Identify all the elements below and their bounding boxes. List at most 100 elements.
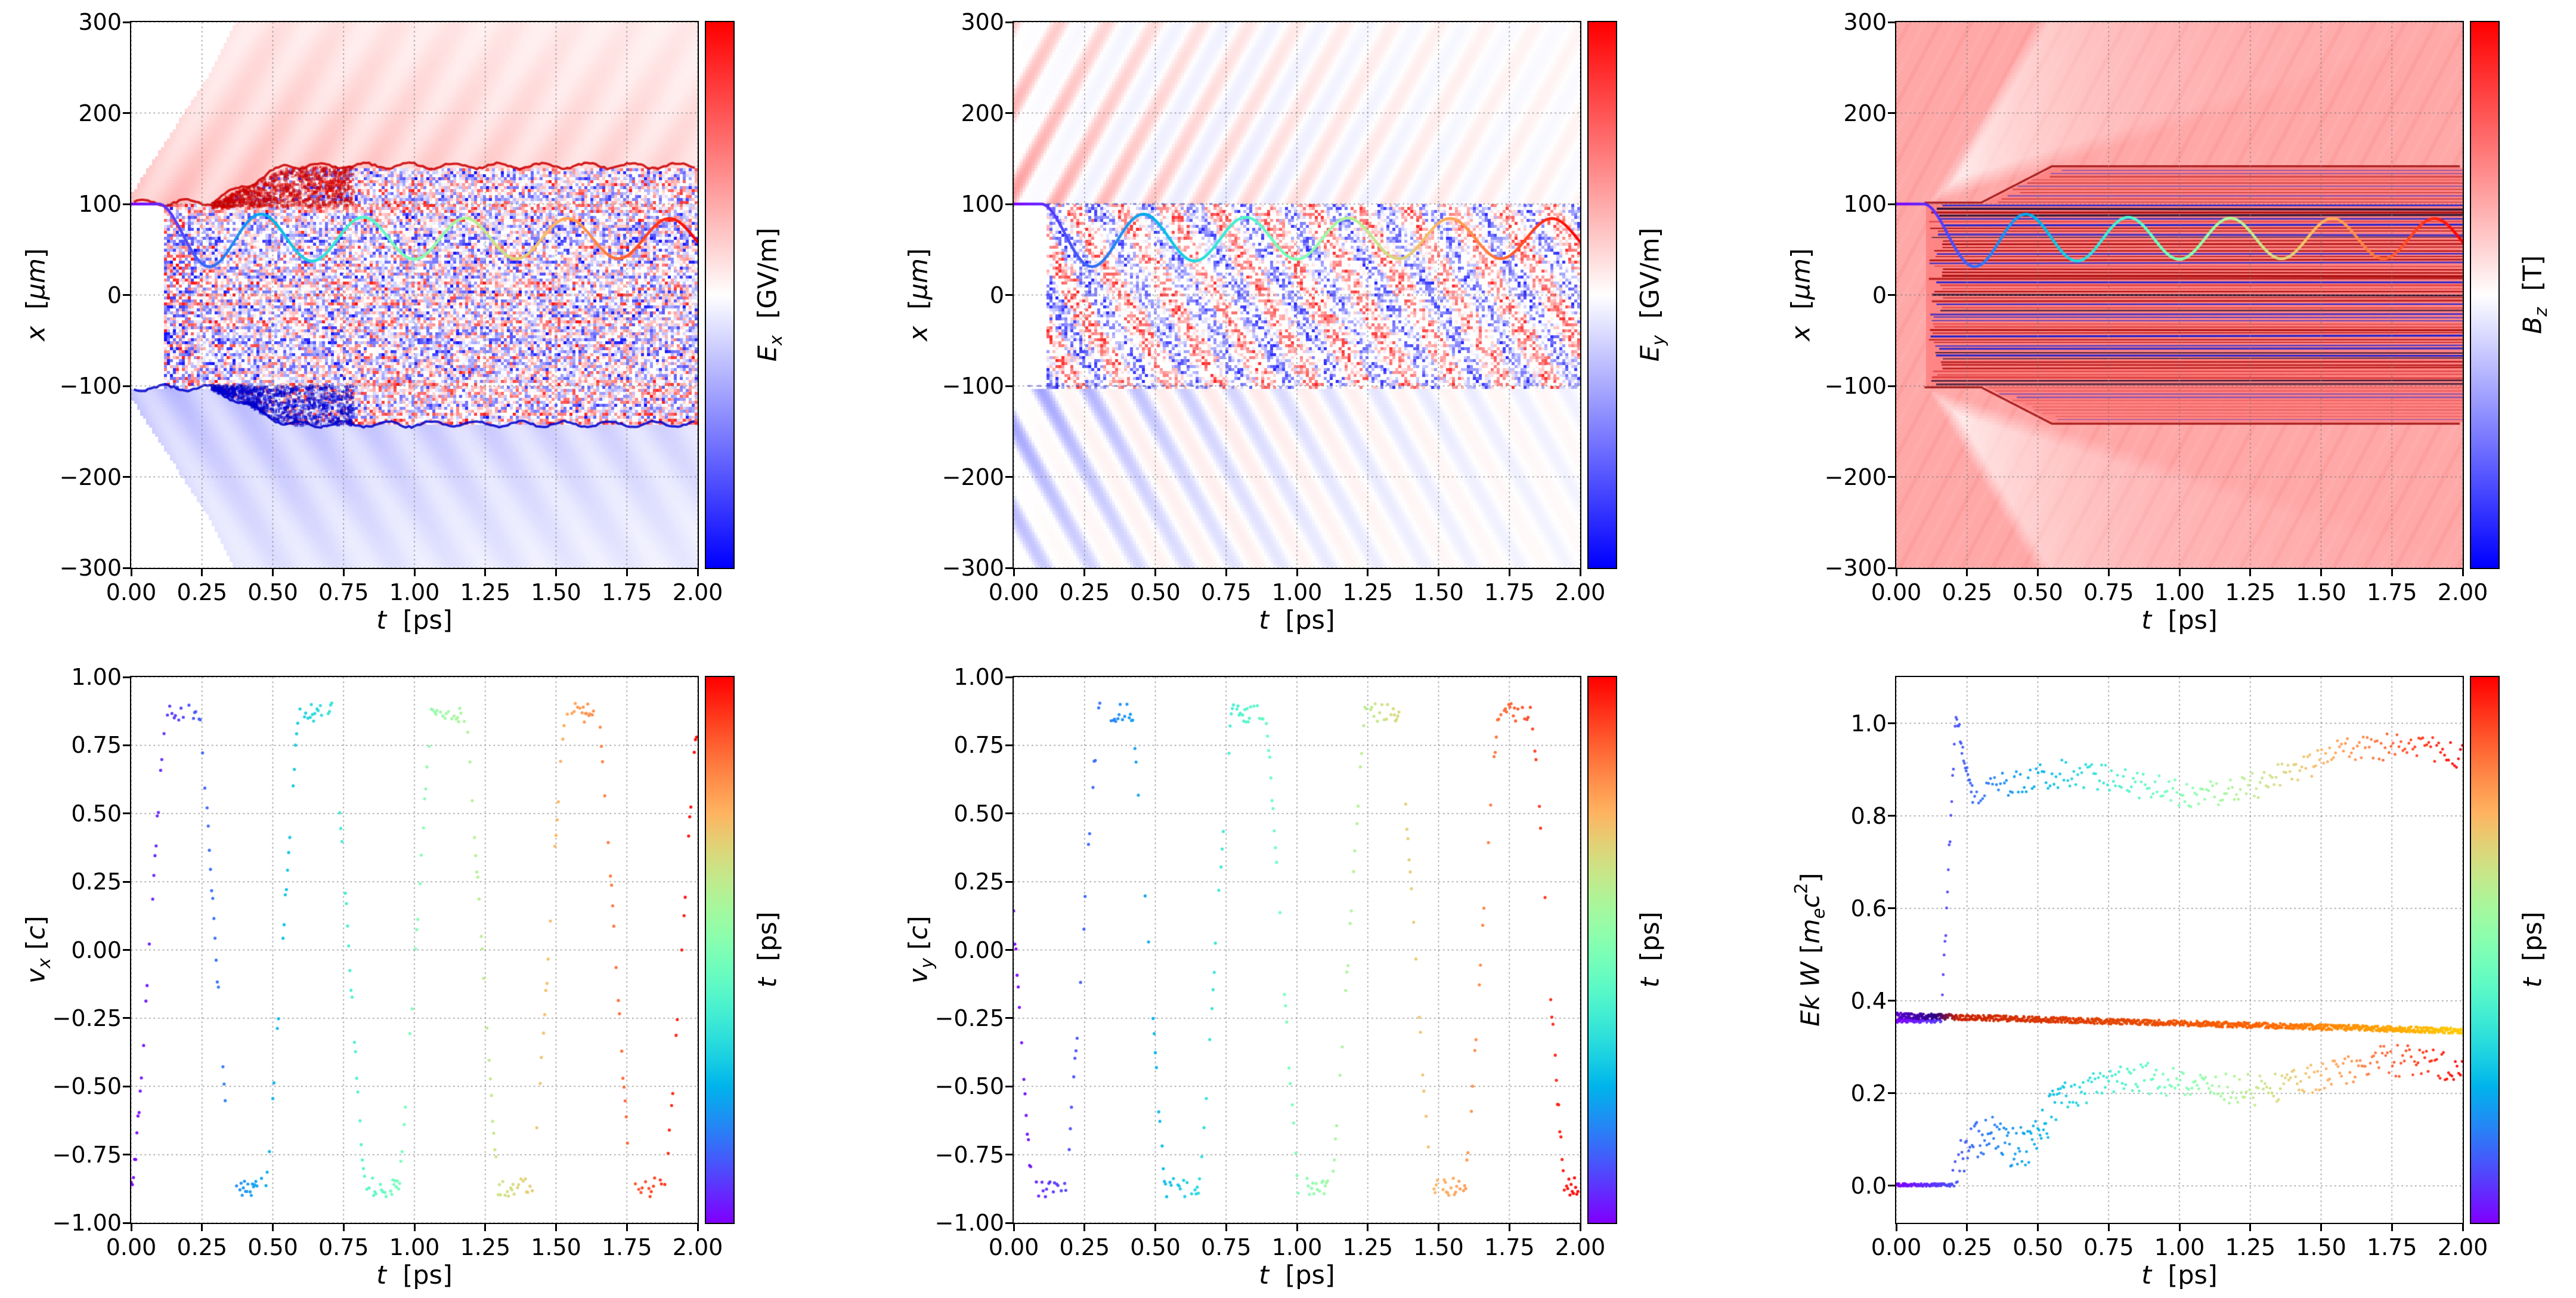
x-tick-label: 1.00 (389, 1234, 440, 1260)
x-tick-label: 0.00 (988, 1234, 1039, 1260)
panel-bz-field-map: x [μm] t [ps] Bz [T] 0.00 0.25 0.50 0.75 1.0… (1783, 9, 2558, 641)
y-tick-mark (123, 1085, 130, 1087)
x-tick-mark (413, 569, 416, 576)
y-tick-label: 300 (1843, 9, 1887, 35)
y-tick-label: −300 (1824, 555, 1887, 581)
x-tick-label: 0.25 (177, 1234, 228, 1260)
y-tick-label: 200 (961, 100, 1004, 126)
y-tick-mark (1888, 1000, 1895, 1002)
label-segment: x (765, 335, 786, 346)
y-tick-label: −0.25 (934, 1005, 1004, 1031)
x-tick-label: 0.75 (318, 579, 369, 605)
colorbar-gradient (706, 22, 733, 568)
y-tick-mark (123, 1154, 130, 1156)
x-tick-mark (2391, 1224, 2393, 1231)
label-segment: t (376, 1260, 387, 1290)
label-segment: 2 (1791, 882, 1812, 894)
label-segment: t (2518, 977, 2548, 988)
label-segment: [ps] (2151, 605, 2218, 635)
x-axis-label: t [ps] (1014, 605, 1580, 635)
x-tick-label: 0.25 (1059, 1234, 1110, 1260)
y-tick-label: 0.2 (1850, 1080, 1887, 1107)
y-tick-label: 0.8 (1850, 802, 1887, 829)
y-tick-mark (123, 21, 130, 23)
y-tick-label: 100 (1843, 191, 1887, 217)
x-tick-label: 2.00 (672, 1234, 723, 1260)
label-segment: x (21, 326, 51, 341)
energy-scatter-canvas (1896, 677, 2463, 1223)
x-tick-label: 1.25 (1342, 1234, 1394, 1260)
label-segment: t (2141, 605, 2152, 635)
label-segment: [GV/m] (753, 227, 783, 335)
y-tick-label: −100 (1824, 373, 1887, 399)
ey-field-canvas (1014, 22, 1580, 568)
x-tick-mark (1438, 569, 1439, 576)
x-tick-mark (272, 569, 274, 576)
colorbar-gradient (2471, 22, 2498, 568)
y-tick-label: −1.00 (52, 1210, 122, 1236)
y-tick-mark (1888, 722, 1895, 725)
x-tick-mark (1367, 569, 1369, 576)
label-segment: [T] (2518, 255, 2548, 308)
y-tick-label: 0 (989, 282, 1004, 308)
y-tick-label: 100 (961, 191, 1004, 217)
x-tick-mark (2178, 1224, 2181, 1231)
label-segment: ] (1795, 873, 1826, 883)
y-tick-mark (1888, 476, 1895, 478)
y-tick-label: 0.50 (953, 800, 1004, 827)
x-tick-label: 1.50 (1413, 1234, 1464, 1260)
colorbar-label: Ex [GV/m] (753, 22, 786, 568)
label-segment: [ps] (753, 911, 783, 978)
y-tick-label: −0.75 (52, 1141, 122, 1168)
label-segment: t (1259, 605, 1270, 635)
x-tick-mark (1225, 569, 1227, 576)
y-tick-mark (1005, 1222, 1013, 1224)
x-tick-label: 1.00 (2154, 579, 2205, 605)
plot-area (130, 21, 699, 569)
y-tick-label: −0.25 (52, 1005, 122, 1031)
x-tick-label: 0.00 (106, 1234, 157, 1260)
x-tick-label: 2.00 (2437, 1234, 2488, 1260)
label-segment: t (1259, 1260, 1270, 1290)
colorbar (2470, 21, 2500, 569)
label-segment: t (1635, 977, 1665, 988)
y-tick-mark (1005, 1017, 1013, 1019)
x-axis-label: t [ps] (1896, 605, 2463, 635)
x-tick-label: 1.75 (601, 579, 652, 605)
x-tick-mark (1013, 1224, 1015, 1231)
colorbar (2470, 676, 2500, 1224)
y-tick-label: 200 (78, 100, 122, 126)
y-tick-mark (1005, 744, 1013, 746)
y-tick-mark (123, 1222, 130, 1224)
x-tick-mark (2391, 569, 2393, 576)
colorbar-gradient (2471, 677, 2498, 1223)
x-tick-mark (484, 569, 487, 576)
colorbar (1587, 676, 1617, 1224)
x-axis-label: t [ps] (1014, 1260, 1580, 1290)
plot-area (1895, 676, 2464, 1224)
x-tick-mark (342, 569, 345, 576)
x-tick-label: 0.00 (1871, 1234, 1922, 1260)
y-tick-mark (1888, 815, 1895, 817)
y-tick-mark (1888, 294, 1895, 296)
x-tick-mark (2037, 1224, 2039, 1231)
x-tick-mark (2462, 569, 2464, 576)
colorbar-label: t [ps] (753, 677, 784, 1223)
x-tick-mark (413, 1224, 416, 1231)
x-tick-label: 0.75 (2083, 579, 2134, 605)
x-tick-mark (2178, 569, 2181, 576)
x-tick-label: 0.25 (1942, 579, 1993, 605)
x-tick-label: 1.75 (2366, 579, 2417, 605)
panel-vx-phase-plot: vx [c] t [ps] t [ps] 0.00 0.25 0.50 0.75 1.0… (18, 664, 793, 1296)
y-tick-mark (1005, 476, 1013, 478)
x-tick-mark (484, 1224, 487, 1231)
x-tick-label: 0.75 (1200, 579, 1252, 605)
y-tick-label: 0.75 (71, 732, 122, 759)
y-tick-label: −100 (942, 373, 1004, 399)
vy-scatter-canvas (1014, 677, 1580, 1223)
y-tick-mark (1005, 1085, 1013, 1087)
y-tick-mark (123, 476, 130, 478)
label-segment: ] (21, 248, 51, 258)
x-tick-label: 0.00 (988, 579, 1039, 605)
